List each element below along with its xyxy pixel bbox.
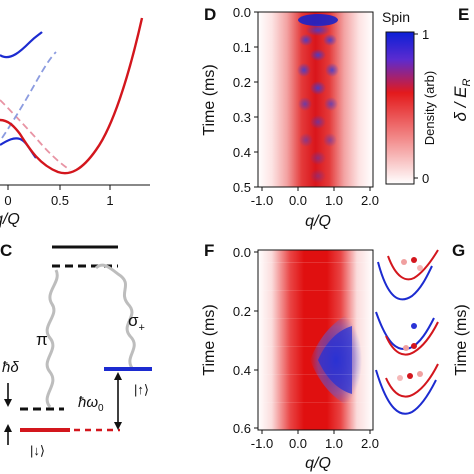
colorbar-label: Density (arb)	[422, 71, 437, 145]
panel-b-xlabel: q/Q	[0, 211, 20, 228]
panel-d-x-ticks: -1.0 0.0 1.0 2.0	[251, 187, 379, 208]
panel-g: G Time (ms)	[452, 241, 470, 376]
dispersion-inset-1	[377, 249, 439, 301]
panel-b-partial: 0 0.5 1 q/Q	[0, 17, 150, 228]
atom-dot	[401, 259, 407, 265]
panel-f: F 0.0 0.2 0.4 0.6	[201, 241, 379, 472]
band-dashed-pink	[0, 99, 71, 171]
panel-f-xlabel: q/Q	[305, 455, 331, 472]
colorbar-tick-1: 1	[422, 27, 429, 42]
d-ytick-5: 0.5	[233, 180, 251, 195]
panel-b-tick-05: 0.5	[51, 193, 69, 208]
panel-label-c: C	[0, 241, 12, 260]
sigma-label: σ+	[128, 311, 145, 334]
panel-label-g: G	[452, 241, 465, 260]
colorbar-title: Spin	[382, 9, 410, 25]
colorbar: Spin 1 0 Density (arb)	[382, 9, 437, 186]
panel-b-tick-0: 0	[4, 193, 11, 208]
band-upper-blue	[0, 31, 43, 59]
hbar-delta-label: ħδ	[2, 359, 19, 376]
band-dashed-blue	[1, 51, 57, 139]
panel-e-ylabel: δ / ER	[451, 78, 473, 121]
d-xtick-1: 0.0	[289, 193, 307, 208]
dispersion-inset-2	[375, 311, 439, 356]
pi-label: π	[36, 330, 48, 349]
atom-dot	[411, 257, 417, 263]
panel-c: C π σ+ ħδ |↓⟩ |↑⟩ ħω0	[0, 241, 152, 458]
atom-dot	[403, 345, 409, 351]
d-ytick-1: 0.1	[233, 40, 251, 55]
panel-e: E δ / ER	[451, 5, 473, 121]
f-xtick-3: 2.0	[361, 436, 379, 451]
panel-d-xlabel: q/Q	[305, 213, 331, 230]
f-xtick-2: 1.0	[325, 436, 343, 451]
panel-g-ylabel: Time (ms)	[453, 304, 470, 375]
panel-label-e: E	[458, 5, 469, 24]
panel-d-ylabel: Time (ms)	[201, 64, 218, 135]
f-ytick-3: 0.6	[233, 421, 251, 436]
heatmap-f	[258, 250, 373, 430]
band-red-parabola	[0, 17, 144, 175]
panel-f-ylabel: Time (ms)	[201, 304, 218, 375]
panel-f-frame	[257, 249, 374, 431]
ket-down-label: |↓⟩	[30, 443, 45, 458]
d-ytick-3: 0.3	[233, 110, 251, 125]
f-xtick-1: 0.0	[289, 436, 307, 451]
d-xtick-2: 1.0	[325, 193, 343, 208]
hbar-omega-label: ħω0	[78, 394, 104, 414]
panel-label-d: D	[204, 5, 216, 24]
pi-wavy-line	[45, 269, 59, 408]
dispersion-insets	[375, 249, 439, 415]
sigma-wavy-line	[94, 263, 136, 369]
d-ytick-4: 0.4	[233, 145, 251, 160]
d-ytick-0: 0.0	[233, 5, 251, 20]
panel-d-frame	[257, 11, 374, 188]
panel-d: D	[201, 5, 379, 230]
d-xtick-0: -1.0	[251, 193, 273, 208]
atom-dot	[411, 343, 417, 349]
atom-dot	[417, 265, 423, 271]
panel-f-y-ticks: 0.0 0.2 0.4 0.6	[233, 245, 258, 436]
atom-dot	[397, 375, 403, 381]
f-xtick-0: -1.0	[251, 436, 273, 451]
colorbar-tick-0: 0	[422, 171, 429, 186]
d-xtick-3: 2.0	[361, 193, 379, 208]
heatmap-d	[258, 12, 373, 187]
colorbar-gradient	[385, 31, 415, 185]
d-ytick-2: 0.2	[233, 75, 251, 90]
f-ytick-2: 0.4	[233, 363, 251, 378]
panel-label-f: F	[204, 241, 214, 260]
atom-dot	[411, 323, 417, 329]
f-ytick-0: 0.0	[233, 245, 251, 260]
dispersion-inset-3	[375, 363, 439, 415]
panel-b-tick-1: 1	[106, 193, 113, 208]
panel-d-y-ticks: 0.0 0.1 0.2 0.3 0.4 0.5	[233, 5, 258, 195]
atom-dot	[407, 373, 413, 379]
f-ytick-1: 0.2	[233, 304, 251, 319]
panel-f-x-ticks: -1.0 0.0 1.0 2.0	[251, 430, 379, 451]
atom-dot	[417, 371, 423, 377]
ket-up-label: |↑⟩	[134, 382, 149, 397]
